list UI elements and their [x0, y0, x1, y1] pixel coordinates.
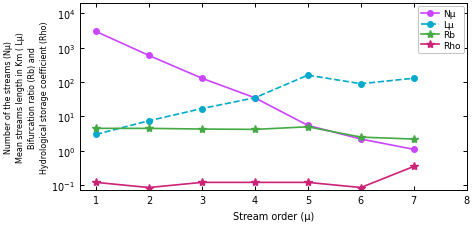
Rb	[199, 128, 205, 131]
Rb	[93, 127, 99, 130]
Rb	[358, 136, 364, 139]
Legend: Nμ, Lμ, Rb, Rho: Nμ, Lμ, Rb, Rho	[418, 7, 464, 54]
Lμ	[358, 83, 364, 86]
Rho	[199, 181, 205, 184]
Rb	[252, 128, 258, 131]
Line: Nμ: Nμ	[93, 29, 417, 153]
Y-axis label: Number of the streams (Nμ)
Mean streams length in Km ( Lμ)
Bifurcation ratio (Rb: Number of the streams (Nμ) Mean streams …	[4, 21, 48, 173]
Line: Rho: Rho	[92, 162, 418, 192]
Lμ	[93, 133, 99, 136]
Nμ	[93, 31, 99, 34]
Nμ	[199, 78, 205, 80]
Lμ	[305, 74, 310, 77]
Lμ	[411, 78, 417, 80]
Rho	[146, 186, 152, 189]
Rho	[358, 186, 364, 189]
Lμ	[252, 97, 258, 100]
Rho	[252, 181, 258, 184]
Rho	[305, 181, 310, 184]
Nμ	[358, 138, 364, 141]
Rb	[411, 138, 417, 141]
Nμ	[411, 148, 417, 151]
Nμ	[252, 97, 258, 100]
Rho	[411, 165, 417, 168]
Lμ	[199, 108, 205, 110]
Line: Lμ: Lμ	[93, 73, 417, 137]
Rb	[146, 127, 152, 130]
X-axis label: Stream order (μ): Stream order (μ)	[233, 211, 314, 221]
Rb	[305, 126, 310, 128]
Rho	[93, 181, 99, 184]
Nμ	[305, 124, 310, 127]
Lμ	[146, 120, 152, 123]
Nμ	[146, 55, 152, 58]
Line: Rb: Rb	[92, 123, 418, 144]
